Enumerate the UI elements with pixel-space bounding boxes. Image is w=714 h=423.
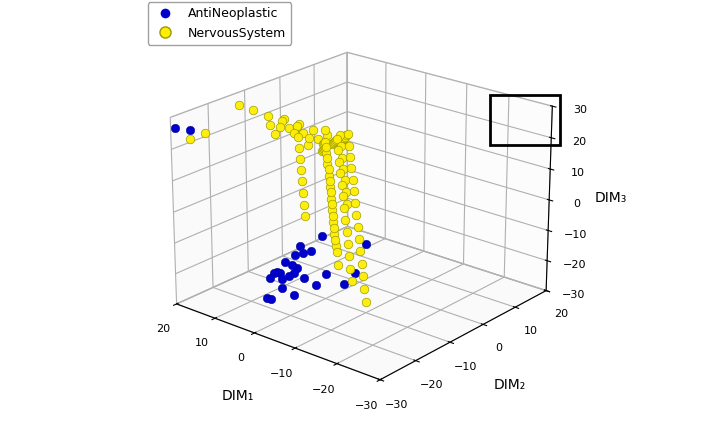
Y-axis label: DIM₂: DIM₂ — [493, 378, 526, 393]
Legend: AntiNeoplastic, NervousSystem: AntiNeoplastic, NervousSystem — [148, 3, 291, 45]
X-axis label: DIM₁: DIM₁ — [222, 389, 254, 403]
